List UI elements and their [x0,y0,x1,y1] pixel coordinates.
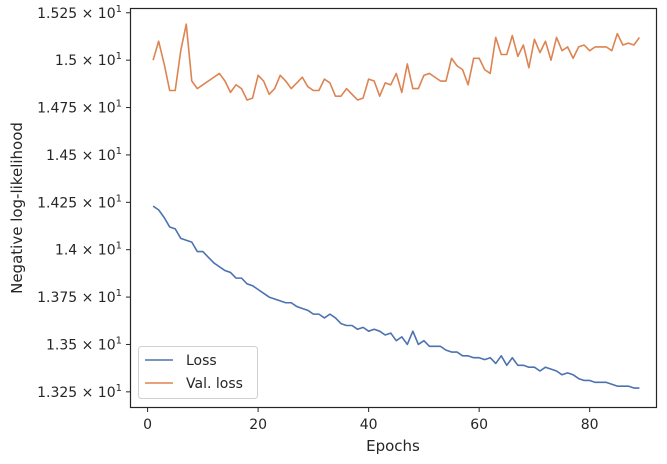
x-axis-label: Epochs [366,437,420,455]
y-tick-label: 1.375 × 101 [37,288,122,306]
series-line-loss [152,205,640,389]
y-tick-label: 1.35 × 101 [46,335,122,353]
legend: Loss Val. loss [138,346,258,399]
y-tick-label: 1.45 × 101 [46,146,122,164]
x-tick-label: 80 [581,417,599,433]
y-tick-label: 1.4 × 101 [55,241,122,259]
y-tick-label: 1.325 × 101 [37,383,122,401]
y-tick-label: 1.475 × 101 [37,99,122,117]
x-tick-label: 0 [143,417,152,433]
y-tick-label: 1.425 × 101 [37,193,122,211]
x-tick-label: 40 [360,417,378,433]
y-axis: 1.325 × 101 1.35 × 101 1.375 × 101 1.4 × 10… [37,4,131,401]
y-axis-label: Negative log-likelihood [8,122,26,294]
legend-label-loss: Loss [186,353,217,369]
legend-label-val-loss: Val. loss [186,376,243,392]
plot-frame [129,7,658,409]
x-axis: 0 20 40 60 80 [143,407,599,433]
y-tick-label: 1.5 × 101 [55,51,122,69]
series-layer [152,23,641,389]
x-tick-label: 60 [470,417,488,433]
y-tick-label: 1.525 × 101 [37,4,122,22]
x-tick-label: 20 [249,417,267,433]
series-line-val-loss [152,23,641,101]
